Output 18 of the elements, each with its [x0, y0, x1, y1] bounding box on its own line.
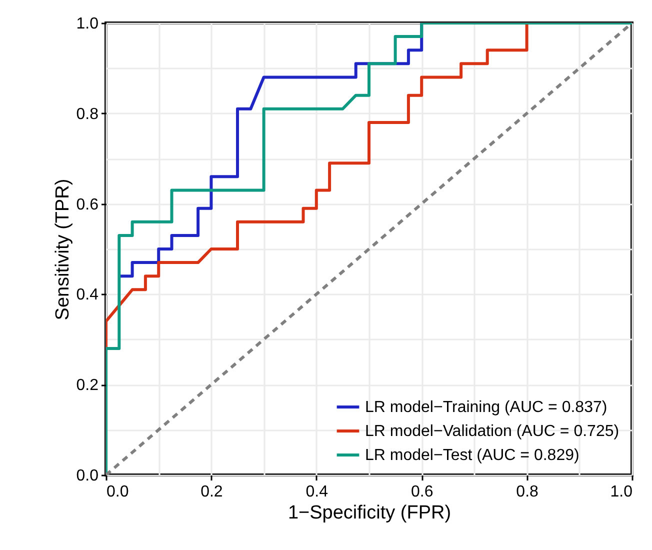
x-axis-title: 1−Specificity (FPR) — [288, 502, 452, 524]
line-series — [106, 23, 528, 350]
y-axis-title: Sensitivity (TPR) — [52, 178, 74, 320]
y-tick-label: 0.0 — [76, 468, 99, 484]
x-tick-label: 0.0 — [106, 484, 129, 500]
y-tick-label: 1.0 — [76, 16, 99, 32]
legend-label: LR model−Test (AUC = 0.829) — [365, 447, 580, 464]
x-tick-label: 0.8 — [516, 484, 539, 500]
y-tick-label: 0.2 — [76, 377, 99, 394]
legend-label: LR model−Validation (AUC = 0.725) — [365, 423, 620, 440]
y-tick-label: 0.4 — [76, 286, 99, 304]
y-tick-label: 0.6 — [76, 196, 99, 214]
x-tick-label: 0.2 — [200, 484, 223, 500]
x-tick-label: 0.6 — [410, 484, 434, 500]
legend-label: LR model−Training (AUC = 0.837) — [365, 399, 608, 416]
x-tick-label: 0.4 — [306, 484, 328, 500]
y-tick-label: 0.8 — [76, 106, 99, 123]
x-tick-label: 1.0 — [610, 484, 633, 500]
